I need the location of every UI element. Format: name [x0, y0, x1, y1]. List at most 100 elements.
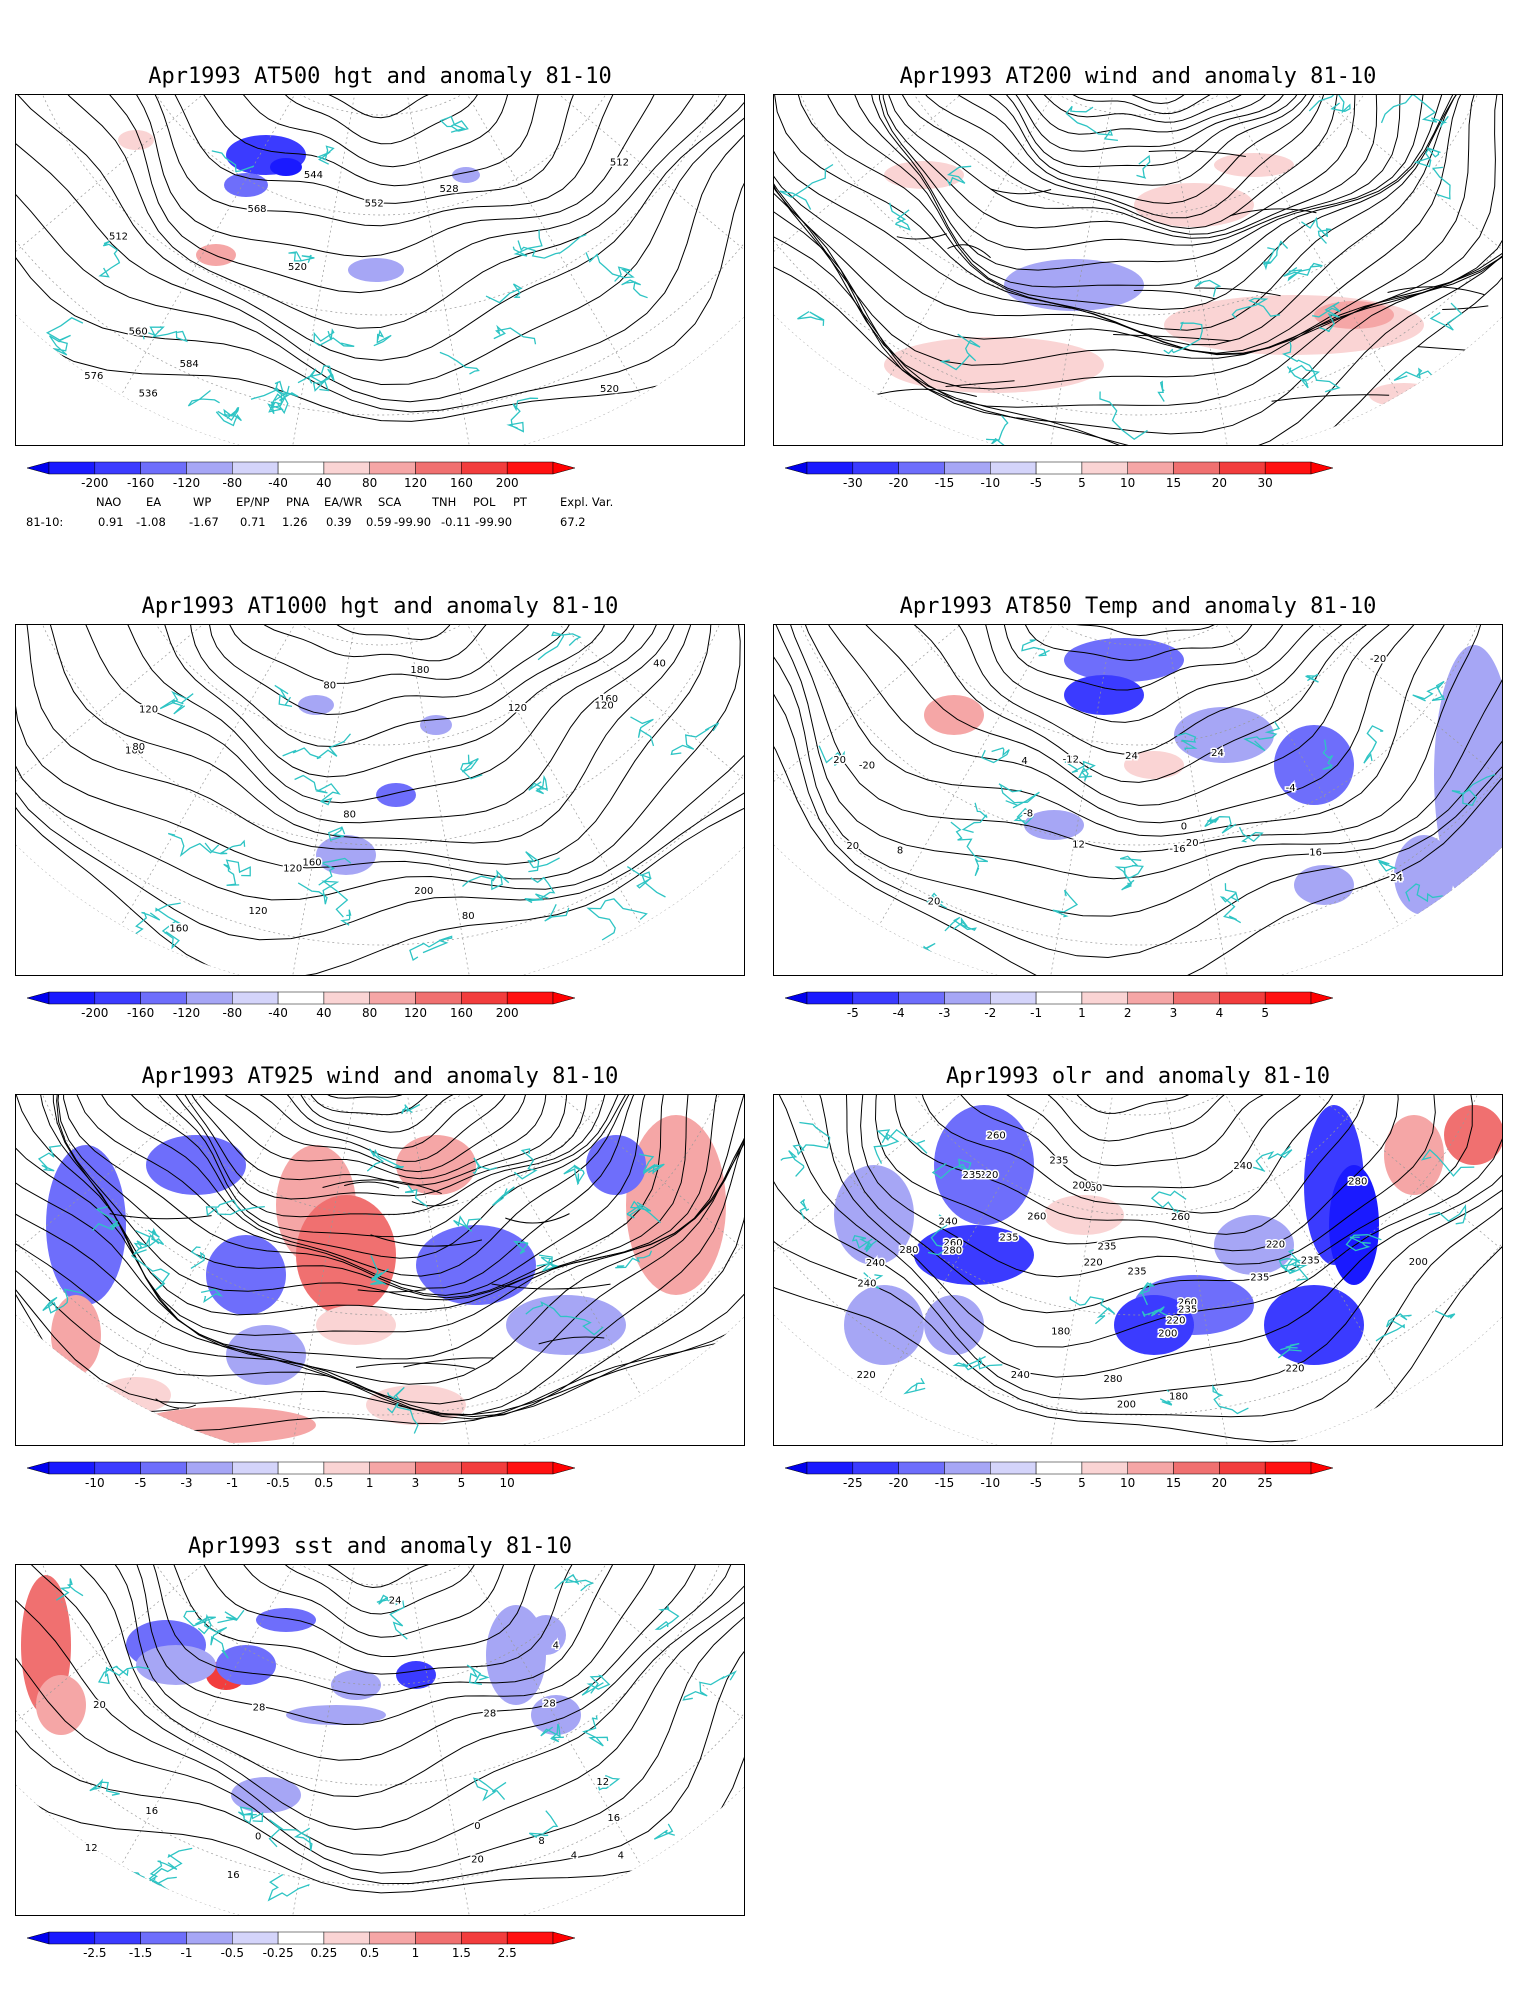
colorbar-tick-label: -40	[268, 476, 288, 490]
contour-label: -12	[1063, 755, 1079, 766]
colorbar-1000hgt: -200 -160 -120 -80 -40 40 80 120 160 200	[15, 990, 745, 1036]
colorbar-tick-label: -20	[889, 476, 909, 490]
contour-label: 280	[1348, 1177, 1367, 1188]
contour-label: 200	[1158, 1329, 1177, 1340]
colorbar-segment	[94, 1461, 141, 1475]
colorbar-tick-label: -3	[181, 1476, 193, 1490]
contour-lines	[16, 625, 744, 975]
contour-label: 180	[410, 665, 429, 676]
contour-label: 235	[962, 1170, 981, 1181]
index-value: -1.08	[136, 515, 166, 529]
anomaly-shading	[256, 1608, 316, 1632]
anomaly-shading	[884, 337, 1104, 393]
colorbar-tick-label: -0.5	[221, 1946, 244, 1960]
anomaly-shading	[396, 1661, 436, 1689]
colorbar-tick-label: 0.5	[360, 1946, 379, 1960]
colorbar-tick-label: 1	[412, 1946, 420, 1960]
contour-label: -8	[1023, 809, 1033, 820]
anomaly-shading	[118, 130, 154, 150]
map-200wind	[773, 94, 1503, 446]
colorbar-segment	[1035, 991, 1083, 1005]
colorbar-segment	[323, 991, 370, 1005]
contour-label: 260	[1178, 1298, 1197, 1309]
contour-label: 28	[253, 1703, 266, 1714]
colorbar-segment	[1127, 991, 1174, 1005]
contour-label: 560	[129, 327, 148, 338]
colorbar-segment	[48, 1461, 96, 1475]
colorbar-segment	[1219, 1461, 1266, 1475]
colorbar-segment	[232, 991, 279, 1005]
contour-label: 520	[288, 262, 307, 273]
contour-label: -16	[1169, 844, 1185, 855]
colorbar-tick-label: 5	[1078, 476, 1086, 490]
colorbar-segment	[944, 991, 991, 1005]
colorbar-tick-label: -10	[980, 476, 1000, 490]
index-value: 0.71	[240, 515, 266, 529]
colorbar-tick-label: 40	[316, 476, 331, 490]
colorbar-segment	[415, 991, 462, 1005]
colorbar-925wind: -10 -5 -3 -1 -0.5 0.5 1 3 5 10	[15, 1460, 745, 1506]
anomaly-shading	[884, 161, 964, 189]
anomaly-shading	[376, 783, 416, 807]
panel-1000hgt: Apr1993 AT1000 hgt and anomaly 81-10 120…	[15, 590, 745, 1040]
colorbar-500hgt: -200 -160 -120 -80 -40 40 80 120 160 200	[15, 460, 745, 506]
anomaly-shading	[531, 1695, 581, 1735]
anomaly-shading	[216, 1645, 276, 1685]
coastlines	[780, 1121, 1475, 1415]
colorbar-arrow-left	[26, 991, 50, 1005]
map-olr: 240 180 180 235 280 260 260 200 235 235 220 200 220 2…	[773, 1094, 1503, 1446]
anomaly-shading	[1394, 835, 1454, 915]
contour-label: 8	[897, 846, 903, 857]
colorbar-segment	[1264, 461, 1312, 475]
index-header: EA/WR	[324, 495, 363, 509]
colorbar-segment	[94, 1931, 141, 1945]
colorbar-segment	[461, 991, 508, 1005]
colorbar-segment	[94, 461, 141, 475]
colorbar-tick-label: 20	[1212, 1476, 1227, 1490]
anomaly-shading	[416, 1225, 536, 1305]
graticule	[16, 625, 744, 975]
colorbar-tick-label: 5	[1078, 1476, 1086, 1490]
colorbar-arrow-right	[1310, 1461, 1334, 1475]
contour-label: 24	[389, 1596, 402, 1607]
colorbar-tick-label: -120	[173, 1006, 200, 1020]
colorbar-tick-label: 20	[1212, 476, 1227, 490]
colorbar-segment	[369, 991, 416, 1005]
colorbar-arrow-left	[26, 461, 50, 475]
anomaly-shading	[1124, 751, 1184, 779]
colorbar-tick-label: 160	[450, 1006, 473, 1020]
colorbar-tick-label: -3	[939, 1006, 951, 1020]
colorbar-tick-label: 120	[404, 476, 427, 490]
colorbar-segment	[898, 461, 945, 475]
contour-label: 120	[139, 705, 158, 716]
colorbar-tick-label: -200	[81, 1006, 108, 1020]
contour-label: 240	[866, 1258, 885, 1269]
index-value: 0.39	[326, 515, 352, 529]
colorbar-tick-label: -4	[893, 1006, 905, 1020]
colorbar-segment	[1173, 991, 1220, 1005]
contour-label: 24	[1211, 748, 1224, 759]
colorbar-tick-label: 200	[496, 1006, 519, 1020]
contour-label: 4	[1021, 756, 1027, 767]
colorbar-tick-label: -40	[268, 1006, 288, 1020]
contour-label: 80	[462, 911, 475, 922]
contour-label: 12	[85, 1843, 98, 1854]
contour-label: 568	[247, 204, 266, 215]
contour-label: 0	[255, 1832, 261, 1843]
contour-lines	[16, 1565, 744, 1894]
index-value: -99.90	[475, 515, 513, 529]
anomaly-shading	[146, 1135, 246, 1195]
colorbar-segment	[415, 1461, 462, 1475]
colorbar-arrow-right	[1310, 991, 1334, 1005]
colorbar-tick-label: -160	[127, 1006, 154, 1020]
anomaly-shading	[506, 1295, 626, 1355]
anomaly-shading	[1274, 725, 1354, 805]
coastlines	[818, 639, 1496, 970]
colorbar-tick-label: 2	[1124, 1006, 1132, 1020]
colorbar-segment	[944, 461, 991, 475]
colorbar-arrow-right	[552, 1931, 576, 1945]
colorbar-segment	[48, 1931, 96, 1945]
contour-label: 160	[303, 858, 322, 869]
anomaly-shading	[1294, 865, 1354, 905]
contour-label: 280	[943, 1245, 962, 1256]
